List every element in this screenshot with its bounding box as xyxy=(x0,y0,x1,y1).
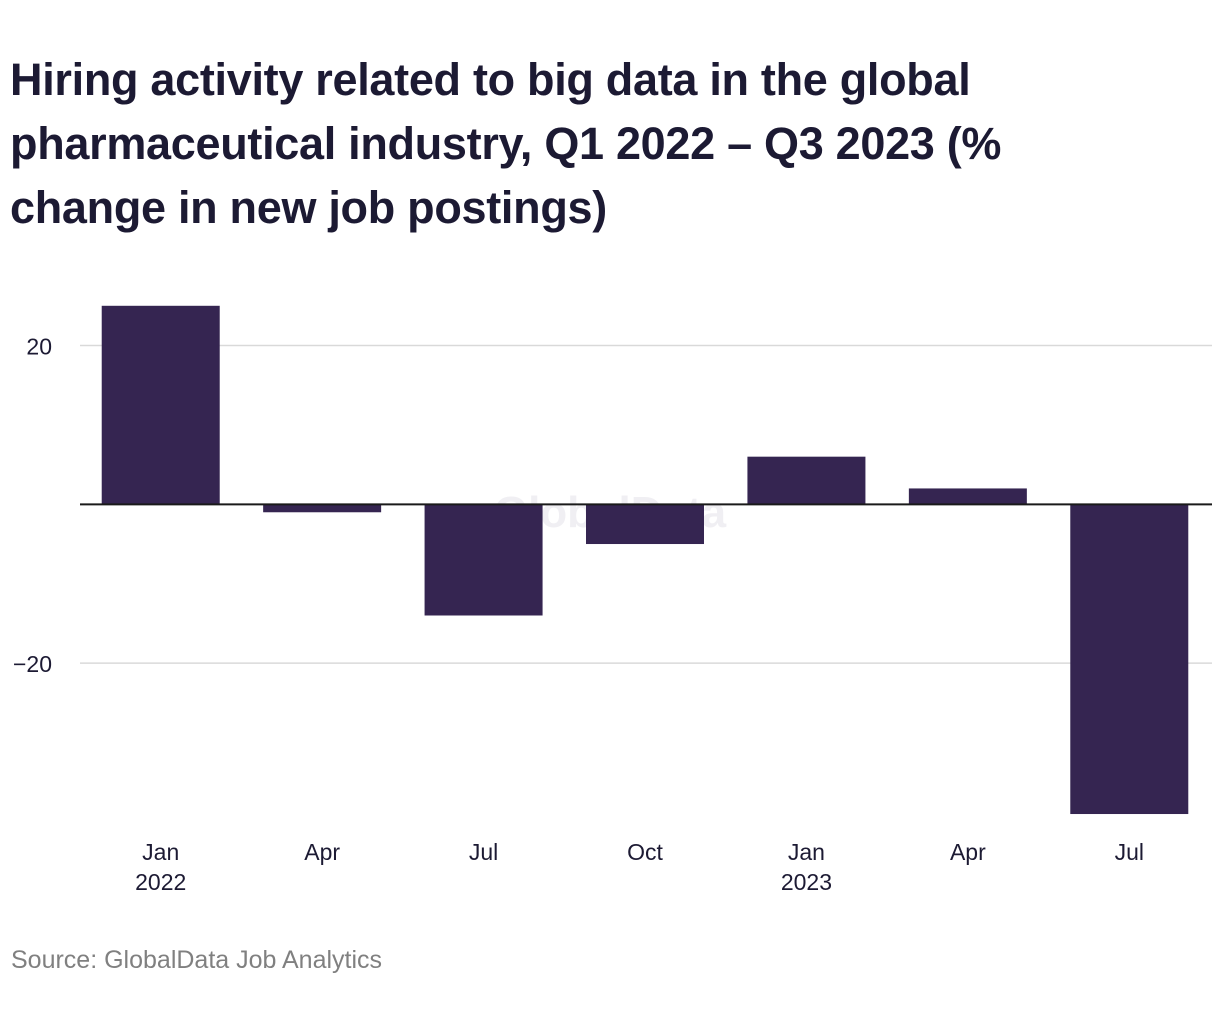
x-tick-label: Oct xyxy=(627,839,663,865)
x-tick-year-label: 2023 xyxy=(781,869,832,895)
source-note: Source: GlobalData Job Analytics xyxy=(11,946,383,974)
x-tick-year-label: 2022 xyxy=(135,869,186,895)
bar xyxy=(747,456,866,505)
bar xyxy=(424,504,543,616)
x-tick-label: Jan xyxy=(788,839,825,865)
x-tick-label: Jul xyxy=(1115,839,1144,865)
bar xyxy=(908,488,1027,505)
x-tick-label: Jan xyxy=(142,839,179,865)
y-tick-label: −20 xyxy=(13,651,52,677)
chart-title: Hiring activity related to big data in t… xyxy=(10,54,1002,233)
x-axis-tick-labels: Jan 2022 Apr Jul Oct Jan 2023 Apr Jul xyxy=(135,839,1144,895)
bar xyxy=(101,305,220,505)
bar xyxy=(1070,504,1189,815)
y-tick-label: 20 xyxy=(26,334,52,360)
gridlines xyxy=(80,344,1212,664)
bar xyxy=(586,504,704,545)
y-axis-tick-labels: 20 −20 xyxy=(13,334,52,678)
bars xyxy=(101,305,1189,815)
bar-chart: GlobalData 20−20 Jan2022AprJulOctJan2023… xyxy=(13,305,1212,895)
x-tick-label: Jul xyxy=(469,839,498,865)
x-tick-label: Apr xyxy=(304,839,340,865)
x-tick-label: Apr xyxy=(950,839,986,865)
bar xyxy=(263,504,382,513)
